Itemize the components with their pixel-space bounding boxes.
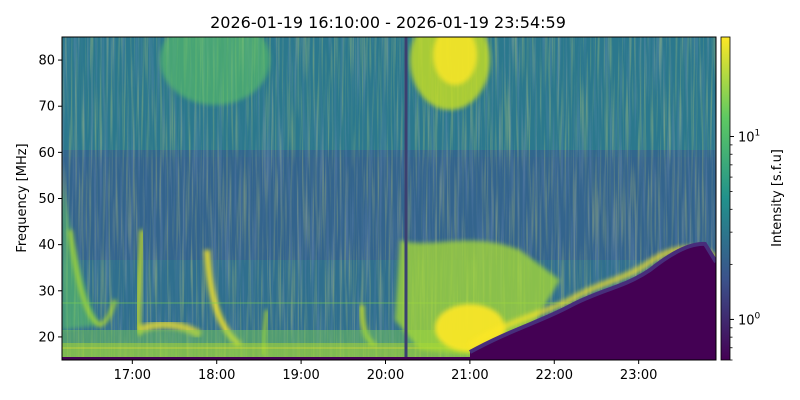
low-frequency-cutoff-region — [470, 243, 716, 360]
y-tick-label: 40 — [38, 238, 55, 253]
x-tick-label: 18:00 — [198, 368, 235, 383]
burst-1800 — [204, 249, 242, 348]
burst-1700 — [135, 229, 145, 336]
colorbar-tick-label: 101 — [738, 129, 760, 146]
cutoff-edge-dark-band — [469, 241, 716, 354]
bottom-edge-band — [62, 357, 716, 360]
plot-area — [62, 37, 716, 360]
y-tick-label: 30 — [38, 284, 55, 299]
y-tick-label: 50 — [38, 192, 55, 207]
chart-title: 2026-01-19 16:10:00 - 2026-01-19 23:54:5… — [210, 13, 566, 32]
colorbar-tick-label: 100 — [738, 311, 761, 328]
x-axis: 17:00 18:00 19:00 20:00 21:00 22:00 23:00 — [114, 360, 657, 383]
x-tick-label: 17:00 — [114, 368, 151, 383]
bright-region-2030-core — [433, 37, 477, 85]
burst-hook-1 — [68, 229, 117, 328]
y-tick-label: 80 — [38, 54, 55, 69]
x-tick-label: 21:00 — [451, 368, 488, 383]
burst-1710 — [138, 320, 203, 339]
burst-fan-left — [62, 180, 100, 330]
bright-region-1800 — [160, 37, 270, 105]
colorbar — [720, 36, 731, 361]
x-tick-label: 19:00 — [282, 368, 319, 383]
colorbar-label: Intensity [s.f.u] — [770, 149, 785, 247]
y-tick-label: 70 — [38, 100, 55, 115]
storm-core-2100 — [435, 304, 505, 352]
x-tick-label: 20:00 — [367, 368, 404, 383]
x-tick-label: 22:00 — [536, 368, 573, 383]
burst-1840 — [260, 309, 269, 356]
colorbar-axis: 100 101 — [730, 129, 761, 361]
y-axis: 20 30 40 50 60 70 80 — [38, 54, 62, 345]
y-tick-label: 20 — [38, 330, 55, 345]
y-tick-label: 60 — [38, 146, 55, 161]
y-axis-label: Frequency [MHz] — [15, 143, 30, 252]
burst-1945 — [359, 304, 377, 348]
x-tick-label: 23:00 — [620, 368, 657, 383]
